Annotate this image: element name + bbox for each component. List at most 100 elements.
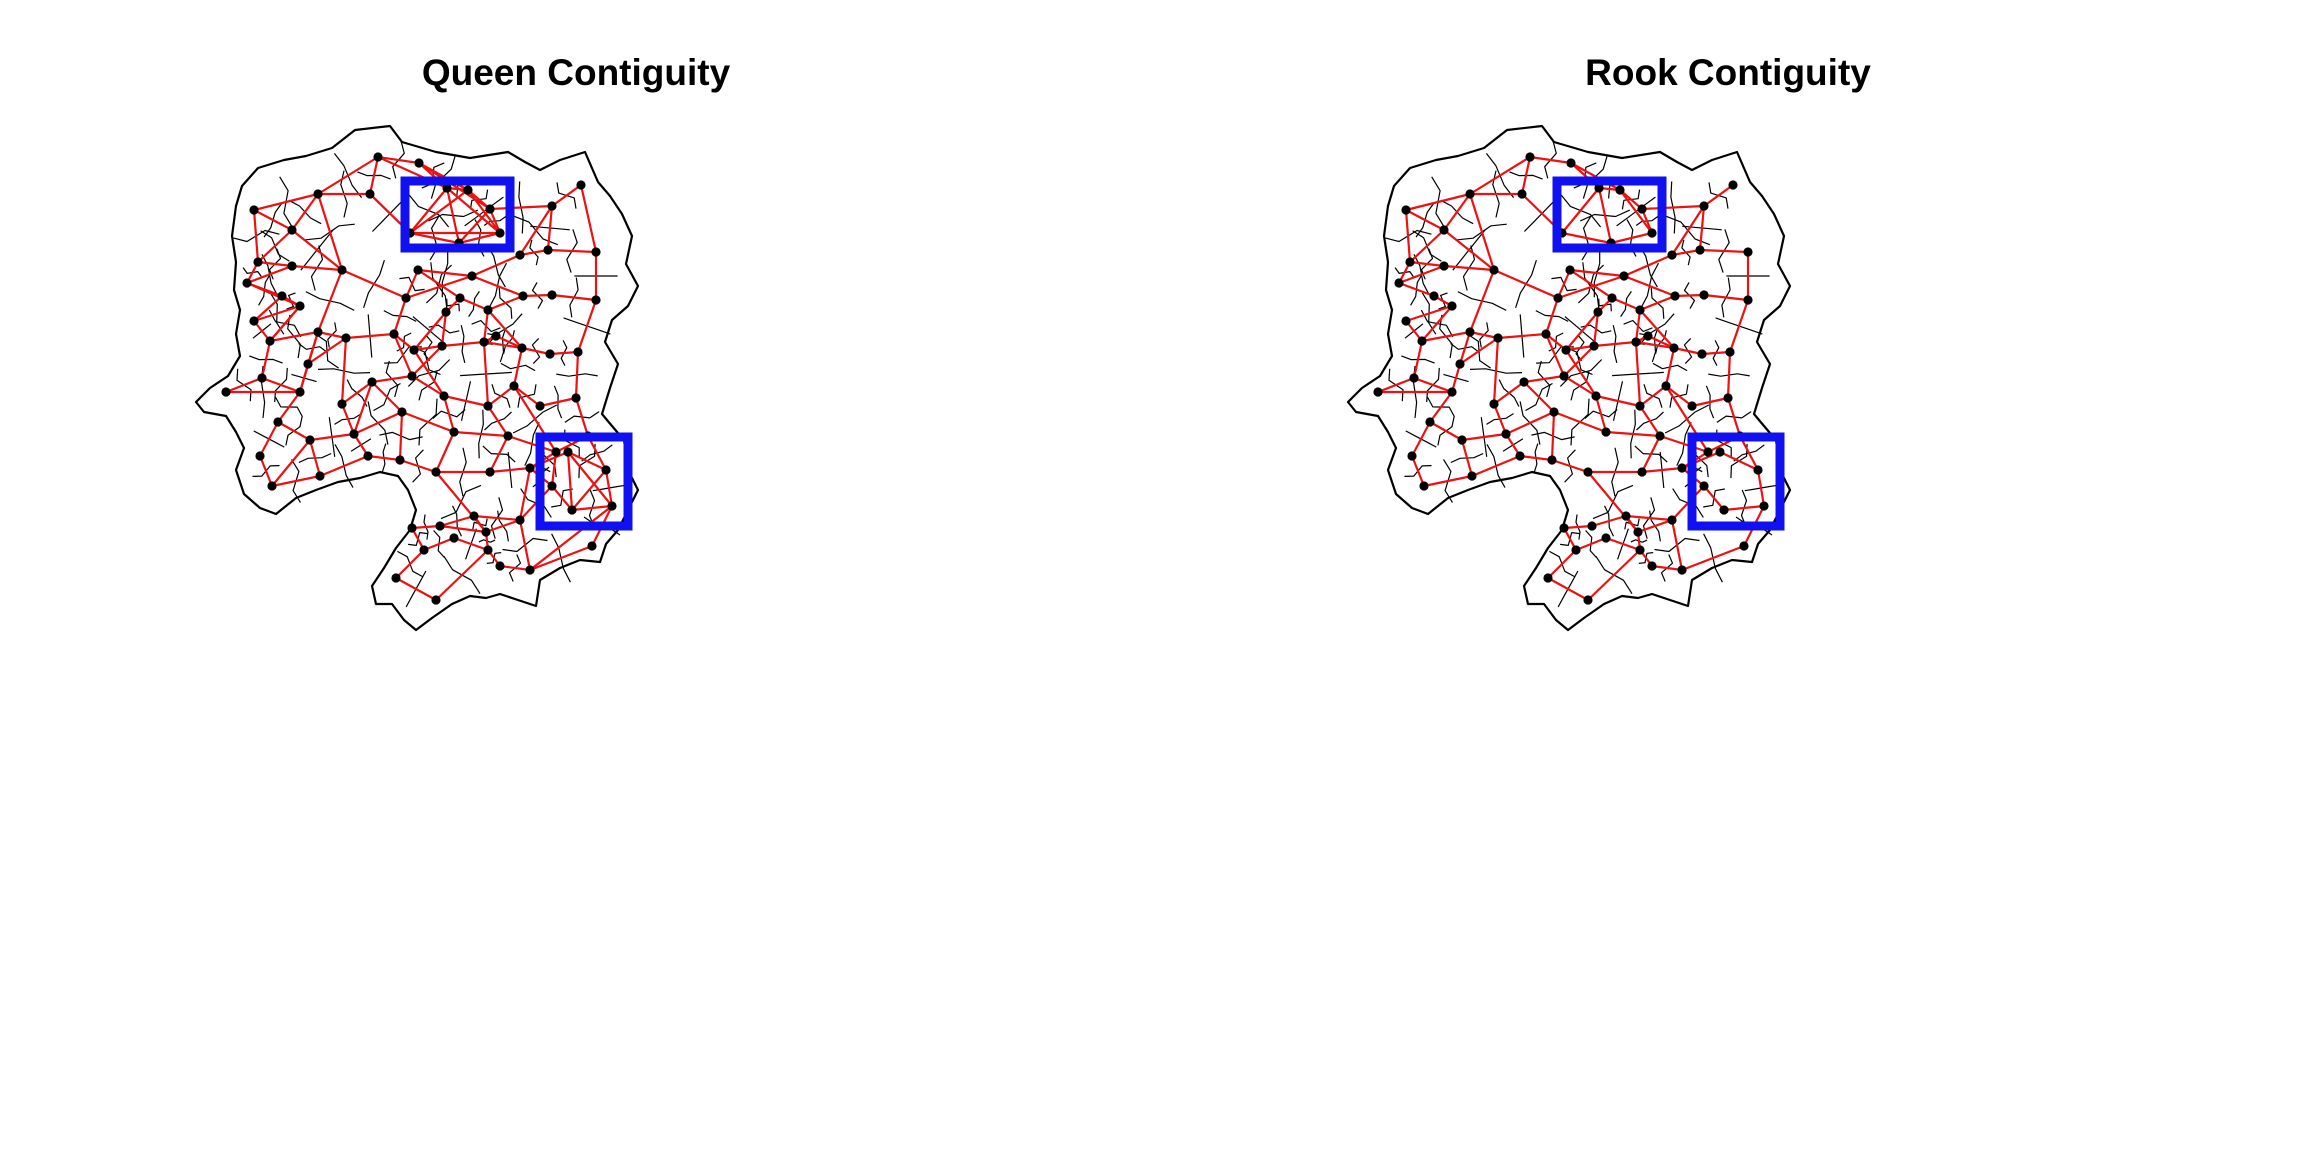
neighbor-link	[434, 431, 456, 473]
neighbor-link	[1557, 274, 1625, 300]
neighbor-link	[579, 184, 598, 253]
neighbor-link	[567, 451, 613, 507]
district-centroid	[1405, 257, 1415, 267]
neighbor-link	[443, 394, 489, 408]
district-centroid	[1667, 515, 1677, 525]
neighbor-link	[512, 347, 524, 387]
district-centroid	[547, 290, 557, 300]
neighbor-link	[291, 229, 343, 271]
neighbor-link	[529, 544, 593, 572]
district-centroid	[1409, 373, 1419, 383]
neighbor-link	[1565, 311, 1599, 351]
district-centroid	[442, 183, 452, 193]
district-centroid	[1637, 467, 1647, 477]
neighbor-link	[1550, 411, 1556, 461]
district-centroid	[287, 261, 297, 271]
district-centroid	[1519, 377, 1529, 387]
neighbor-link	[1699, 248, 1749, 254]
neighbor-link	[1639, 294, 1676, 312]
neighbor-link	[1610, 231, 1653, 245]
district-centroid	[1607, 293, 1617, 303]
highlight-box-north	[400, 176, 515, 253]
district-centroid	[1465, 189, 1475, 199]
neighbor-link	[487, 405, 509, 437]
neighbor-link	[1412, 340, 1424, 379]
district-centroid	[1439, 225, 1449, 235]
neighbor-link	[1547, 549, 1577, 579]
district-centroid	[1559, 523, 1569, 533]
neighbor-link	[317, 330, 347, 340]
neighbor-link	[277, 421, 311, 441]
neighbor-link	[340, 403, 356, 435]
neighbor-link	[1719, 451, 1759, 471]
neighbor-link	[1411, 421, 1431, 457]
neighbor-link	[487, 309, 523, 349]
neighbor-link	[1561, 231, 1612, 245]
district-centroid	[1667, 250, 1677, 260]
district-centroid	[1455, 359, 1465, 369]
district-centroid	[545, 349, 555, 359]
neighbor-link	[253, 192, 319, 212]
rook-panel-title: Rook Contiguity	[1585, 52, 1871, 93]
neighbor-link	[1639, 385, 1667, 407]
neighbor-link	[1565, 349, 1597, 397]
neighbor-link	[459, 296, 489, 312]
neighbor-link	[1450, 363, 1462, 393]
district-centroid	[1719, 505, 1729, 515]
neighbor-link	[1659, 434, 1709, 454]
district-centroid	[1743, 247, 1753, 257]
district-centroid	[1677, 565, 1687, 575]
district-centroid	[601, 465, 611, 475]
neighbor-link	[246, 264, 293, 285]
district-centroid	[363, 451, 373, 461]
neighbor-link	[291, 193, 319, 231]
neighbor-link	[489, 435, 509, 473]
neighbor-link	[574, 351, 580, 399]
neighbor-link	[1529, 155, 1572, 165]
neighbor-link	[1703, 184, 1734, 207]
district-centroid	[1493, 333, 1503, 343]
neighbor-link	[1569, 268, 1625, 278]
neighbor-link	[345, 332, 395, 340]
district-centroid	[337, 265, 347, 275]
district-centroid	[242, 278, 252, 288]
neighbor-link	[567, 451, 607, 471]
neighbor-link	[377, 155, 420, 165]
neighbor-link	[353, 411, 403, 435]
district-centroid	[407, 523, 417, 533]
neighbor-link	[340, 337, 348, 405]
district-centroid	[431, 467, 441, 477]
district-centroid	[1589, 341, 1599, 351]
neighbor-link	[1623, 253, 1673, 278]
neighbor-link	[439, 524, 487, 534]
neighbor-link	[1587, 471, 1639, 533]
neighbor-link	[401, 410, 455, 434]
district-centroid	[395, 455, 405, 465]
district-centroid	[479, 337, 489, 347]
neighbor-link	[1458, 331, 1472, 365]
neighbor-link	[413, 344, 443, 352]
neighbor-link	[308, 439, 322, 477]
district-centroid	[1525, 152, 1535, 162]
neighbor-link	[411, 524, 441, 530]
district-centroid	[607, 501, 617, 511]
neighbor-link	[571, 504, 613, 512]
district-centroid	[1566, 158, 1576, 168]
neighbor-link	[1551, 458, 1589, 474]
district-centroid	[485, 204, 495, 214]
district-centroid	[1394, 278, 1404, 288]
neighbor-link	[411, 345, 443, 377]
neighbor-link	[1651, 564, 1683, 572]
district-centroid	[441, 307, 451, 317]
neighbor-link	[1405, 209, 1445, 231]
district-centroid	[535, 401, 545, 411]
district-centroid	[525, 565, 535, 575]
neighbor-link	[398, 411, 404, 461]
neighbor-link	[291, 264, 343, 272]
neighbor-link	[551, 485, 573, 511]
district-centroid	[1591, 391, 1601, 401]
district-centroid	[563, 447, 573, 457]
district-centroid	[1541, 329, 1551, 339]
neighbor-link	[1410, 455, 1426, 487]
district-centroid	[1549, 407, 1559, 417]
